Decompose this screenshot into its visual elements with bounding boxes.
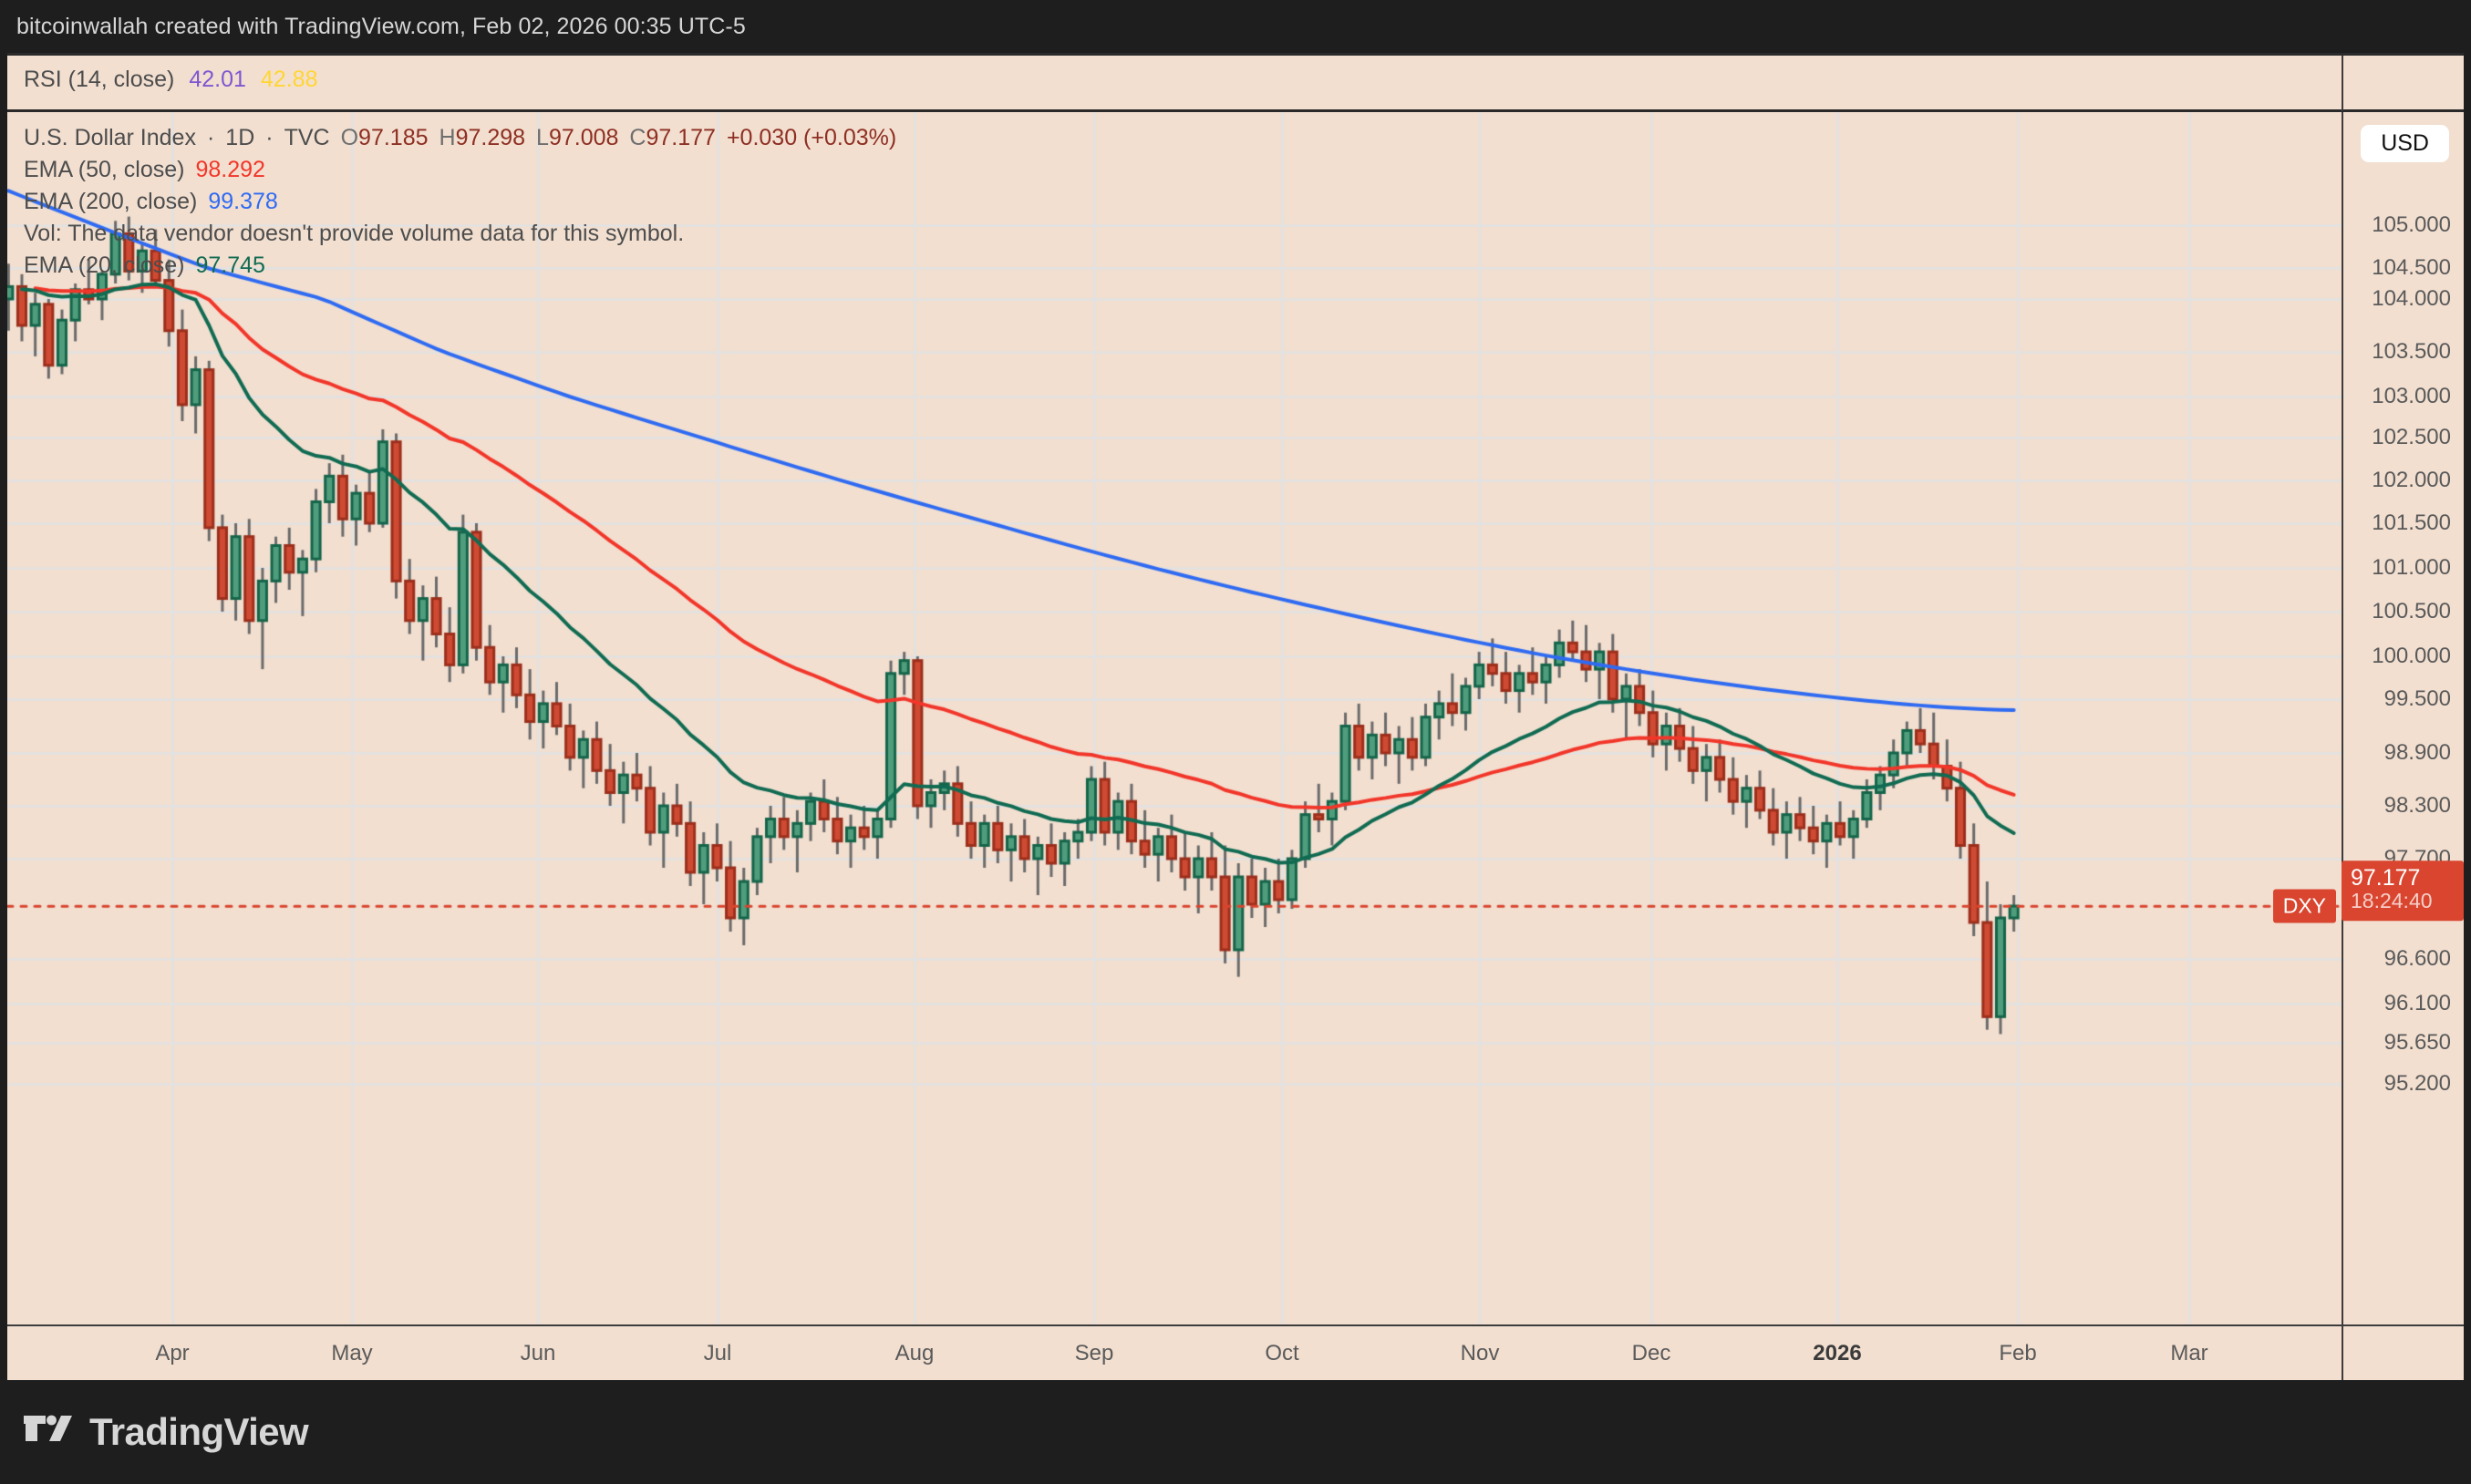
price-tick: 95.200 (2383, 1071, 2451, 1096)
price-tick: 102.500 (2372, 425, 2451, 449)
time-tick: Sep (1074, 1341, 1114, 1365)
rsi-pane[interactable]: RSI (14, close) 42.01 42.88 (7, 56, 2342, 112)
price-tick: 103.000 (2372, 384, 2451, 408)
price-tick: 104.500 (2372, 255, 2451, 280)
rsi-value: 42.01 (189, 67, 246, 92)
ema20-value: 97.745 (195, 252, 265, 278)
price-tick: 95.650 (2383, 1030, 2451, 1055)
time-tick: 2026 (1813, 1341, 1862, 1365)
legend-separator-2: · (265, 125, 274, 150)
price-pane[interactable]: U.S. Dollar Index · 1D · TVC O97.185 H97… (7, 112, 2342, 1324)
open-value: O97.185 (341, 125, 429, 151)
price-tick: 101.000 (2372, 555, 2451, 580)
price-tick: 100.500 (2372, 599, 2451, 623)
low-number: 97.008 (548, 125, 619, 150)
time-tick: Dec (1631, 1341, 1671, 1365)
high-number: 97.298 (455, 125, 526, 150)
ema20-label: EMA (20, close) (24, 252, 185, 278)
high-value: H97.298 (439, 125, 526, 151)
rsi-ma-value: 42.88 (260, 67, 318, 92)
chart-frame: RSI (14, close) 42.01 42.88 U.S. Dollar … (7, 53, 2464, 1383)
time-tick: May (331, 1341, 373, 1365)
attribution-bar: bitcoinwallah created with TradingView.c… (0, 0, 2471, 53)
ema20-legend-row[interactable]: EMA (20, close) 97.745 (24, 252, 896, 279)
price-tick: 98.300 (2383, 793, 2451, 818)
price-tick: 105.000 (2372, 212, 2451, 237)
close-key: C (629, 125, 646, 150)
tradingview-logo-icon (24, 1414, 73, 1450)
price-tick: 103.500 (2372, 339, 2451, 364)
volume-note: Vol: The data vendor doesn't provide vol… (24, 221, 685, 246)
price-tick: 96.100 (2383, 991, 2451, 1015)
rsi-legend-title: RSI (14, close) (24, 67, 175, 92)
currency-badge[interactable]: USD (2361, 125, 2449, 162)
price-tick: 98.900 (2383, 740, 2451, 765)
rsi-legend[interactable]: RSI (14, close) 42.01 42.88 (24, 67, 317, 93)
price-tick: 104.000 (2372, 286, 2451, 311)
ema200-value: 99.378 (208, 189, 278, 214)
current-price-value: 97.177 (2351, 865, 2421, 891)
time-tick: Jul (703, 1341, 732, 1365)
current-price-label[interactable]: 97.177 18:24:40 (2342, 861, 2464, 921)
close-value: C97.177 (629, 125, 716, 151)
time-tick: Feb (1999, 1341, 2037, 1365)
volume-legend-row[interactable]: Vol: The data vendor doesn't provide vol… (24, 221, 896, 247)
time-axis-corner (2342, 1324, 2464, 1383)
rsi-plot-canvas (7, 56, 2342, 109)
footer-bar: TradingView (0, 1380, 2471, 1484)
price-tick: 99.500 (2383, 686, 2451, 711)
close-number: 97.177 (646, 125, 716, 150)
ema200-legend-row[interactable]: EMA (200, close) 99.378 (24, 189, 896, 215)
legend-separator-1: · (206, 125, 215, 150)
ema50-value: 98.292 (195, 157, 265, 182)
open-key: O (340, 125, 359, 150)
price-tick: 100.000 (2372, 644, 2451, 668)
ema50-legend-row[interactable]: EMA (50, close) 98.292 (24, 157, 896, 183)
low-value: L97.008 (536, 125, 618, 151)
price-tick: 96.600 (2383, 946, 2451, 971)
open-number: 97.185 (358, 125, 429, 150)
chart-legend[interactable]: U.S. Dollar Index · 1D · TVC O97.185 H97… (24, 125, 896, 279)
time-axis[interactable]: Apr May Jun Jul Aug Sep Oct Nov Dec 2026 Feb Mar (7, 1324, 2342, 1383)
high-key: H (439, 125, 456, 150)
time-tick: Aug (894, 1341, 935, 1365)
time-tick: Oct (1265, 1341, 1299, 1365)
interval-label: 1D (225, 125, 255, 150)
exchange-label: TVC (284, 125, 330, 150)
symbol-name: U.S. Dollar Index (24, 125, 196, 150)
candlestick-plot-canvas (7, 112, 2342, 1324)
bar-countdown: 18:24:40 (2351, 889, 2433, 913)
time-tick: Apr (155, 1341, 190, 1365)
price-axis[interactable]: USD 105.000 104.500 104.000 103.500 103.000 1… (2342, 112, 2464, 1324)
price-tick: 102.000 (2372, 468, 2451, 492)
price-tick: 101.500 (2372, 510, 2451, 535)
ema200-label: EMA (200, close) (24, 189, 198, 214)
ema50-label: EMA (50, close) (24, 157, 185, 182)
rsi-scale-strip[interactable] (2342, 56, 2464, 112)
time-tick: Nov (1460, 1341, 1500, 1365)
attribution-text: bitcoinwallah created with TradingView.c… (16, 13, 746, 39)
price-line-symbol-tag: DXY (2272, 889, 2336, 923)
time-tick: Mar (2170, 1341, 2208, 1365)
tradingview-wordmark: TradingView (89, 1410, 309, 1453)
time-tick: Jun (520, 1341, 556, 1365)
change-value: +0.030 (+0.03%) (726, 125, 897, 150)
low-key: L (536, 125, 549, 150)
symbol-legend-row[interactable]: U.S. Dollar Index · 1D · TVC O97.185 H97… (24, 125, 896, 151)
